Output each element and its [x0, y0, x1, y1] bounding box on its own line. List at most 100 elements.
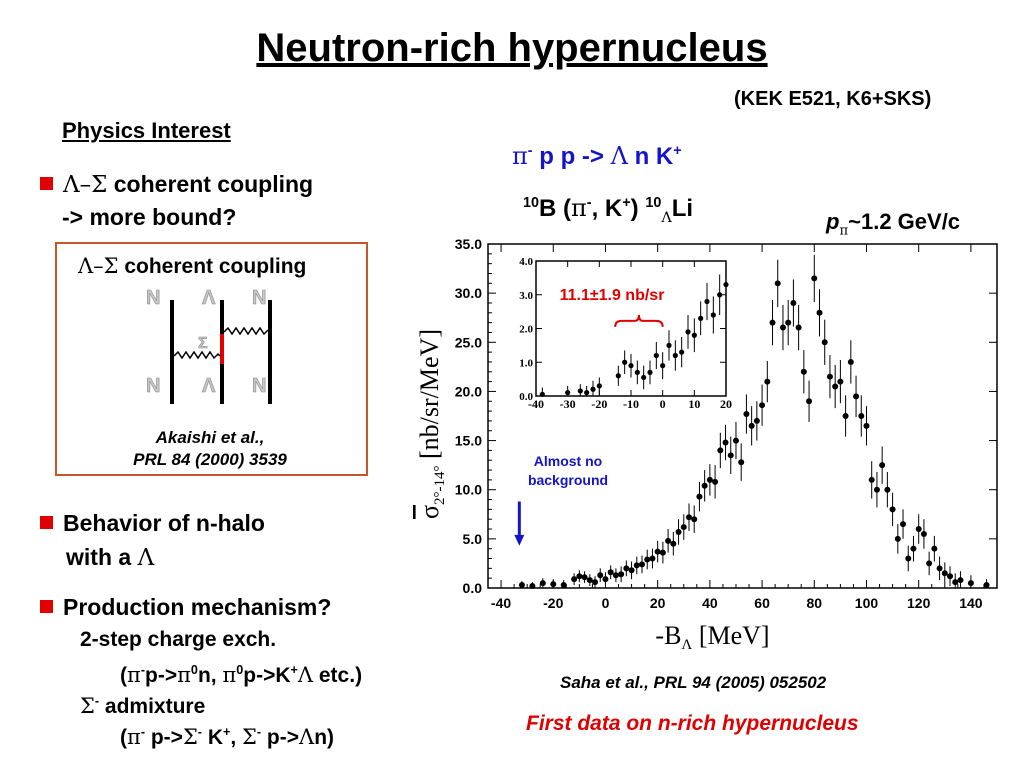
data-point: [889, 506, 896, 513]
inset-data-point: [647, 369, 653, 375]
inset-data-point: [590, 386, 596, 392]
data-point: [915, 526, 922, 533]
data-point: [607, 569, 614, 576]
bullet-text: coherent coupling: [107, 171, 314, 197]
data-point: [863, 422, 870, 429]
data-point: [576, 573, 583, 580]
y-tick-label: 10.0: [455, 482, 482, 498]
spectrum-chart: -40 -20 0 20 40 60 80 100 120 1400.05.010.015.020…: [415, 236, 998, 650]
data-point: [952, 579, 959, 586]
data-point: [779, 324, 786, 331]
inset-x-tick-label: 10: [688, 397, 700, 411]
data-point: [967, 580, 974, 587]
inset-data-point: [596, 383, 602, 389]
feynman-diagram: N Λ N N Λ N Σ: [146, 287, 272, 404]
inset-data-point: [584, 390, 590, 396]
bullet-square-icon: [40, 600, 53, 613]
data-point: [800, 368, 807, 375]
inset-cross-section-label: 11.1±1.9 nb/sr: [560, 287, 665, 304]
bullet-square-icon: [40, 516, 53, 529]
inset-data-point: [698, 315, 704, 321]
data-point: [670, 540, 677, 547]
inset-data-point: [539, 391, 545, 397]
data-point: [675, 528, 682, 535]
inset-y-tick-label: 4.0: [519, 256, 533, 268]
data-point: [847, 358, 854, 365]
bullet-text: Behavior of n-halo: [63, 510, 265, 536]
data-point: [706, 476, 713, 483]
data-point: [821, 339, 828, 346]
sigma-admixture-text: admixture: [99, 695, 206, 718]
data-point: [858, 413, 865, 419]
inset-data-point: [615, 373, 621, 379]
y-tick-label: 20.0: [455, 383, 482, 399]
data-point: [743, 411, 750, 418]
sigma-reactions: (π- p->Σ- K+, Σ- p->Λn): [120, 725, 335, 749]
data-point: [941, 570, 948, 577]
y-tick-label: 25.0: [455, 334, 482, 350]
page-title: Neutron-rich hypernucleus: [256, 26, 768, 70]
data-point: [586, 577, 593, 584]
bullet-square-icon: [40, 177, 53, 190]
first-data-note: First data on n-rich hypernucleus: [526, 712, 859, 735]
data-point: [842, 413, 849, 419]
inset-x-tick-label: 20: [720, 397, 732, 411]
lambda-sigma-symbol: Λ–Σ: [78, 254, 119, 278]
data-point: [926, 560, 933, 567]
arrow-head-icon: [514, 534, 525, 546]
data-point: [592, 579, 599, 586]
x-tick-label: 40: [702, 595, 718, 611]
background-label: background: [528, 472, 608, 488]
experiment-subtitle: (KEK E521, K6+SKS): [734, 88, 932, 110]
data-point: [581, 574, 588, 581]
y-tick-label: 5.0: [463, 531, 483, 547]
data-point: [790, 299, 797, 306]
label-lambda: Λ: [202, 375, 216, 397]
data-point: [550, 581, 557, 588]
data-point: [633, 562, 640, 569]
data-point: [753, 417, 760, 424]
saha-citation: Saha et al., PRL 94 (2005) 052502: [560, 673, 827, 692]
data-point: [806, 398, 813, 405]
bullet-n-halo: Behavior of n-halo: [40, 507, 265, 539]
bullet-more-bound: -> more bound?: [62, 204, 237, 230]
inset-data-point: [634, 369, 640, 375]
diagram-box: [55, 242, 368, 476]
two-step-reactions: (π-p->π0n, π0p->K+Λ etc.): [120, 663, 363, 687]
lambda-sigma-symbol: Λ–Σ: [63, 172, 108, 198]
inset-data-point: [723, 282, 729, 288]
physics-interest-heading: Physics Interest: [62, 118, 231, 143]
data-point: [612, 572, 619, 579]
bullet-with-lambda: with a Λ: [66, 541, 154, 574]
x-tick-label: 60: [754, 595, 770, 611]
x-tick-label: 80: [806, 595, 822, 611]
akaishi-ref: PRL 84 (2000) 3539: [133, 450, 287, 469]
label-lambda: Λ: [202, 287, 216, 309]
data-point: [701, 482, 708, 489]
data-point: [853, 393, 860, 400]
data-point: [691, 516, 698, 523]
meson-line: [223, 326, 269, 336]
inset-data-point: [641, 374, 647, 381]
data-point: [628, 567, 635, 574]
inset-data-point: [691, 332, 697, 338]
data-point: [900, 521, 907, 528]
inset-data-point: [685, 329, 691, 335]
x-tick-label: 120: [907, 595, 931, 611]
label-n: N: [146, 287, 160, 309]
data-point: [868, 476, 875, 483]
y-axis-label: σ2°-14° [nb/sr/MeV]: [415, 329, 448, 519]
x-tick-label: 0: [602, 595, 610, 611]
inset-data-point: [666, 342, 672, 348]
x-axis-label: -BΛ [MeV]: [655, 621, 769, 650]
data-point: [712, 478, 719, 485]
x-tick-label: -20: [543, 595, 563, 611]
data-point: [623, 565, 630, 572]
data-point: [884, 486, 891, 493]
data-point: [727, 452, 734, 459]
data-point: [931, 545, 938, 552]
data-point: [811, 275, 818, 282]
data-point: [597, 572, 604, 579]
sigma-admixture: Σ- admixture: [80, 694, 206, 718]
x-tick-label: -40: [491, 595, 511, 611]
